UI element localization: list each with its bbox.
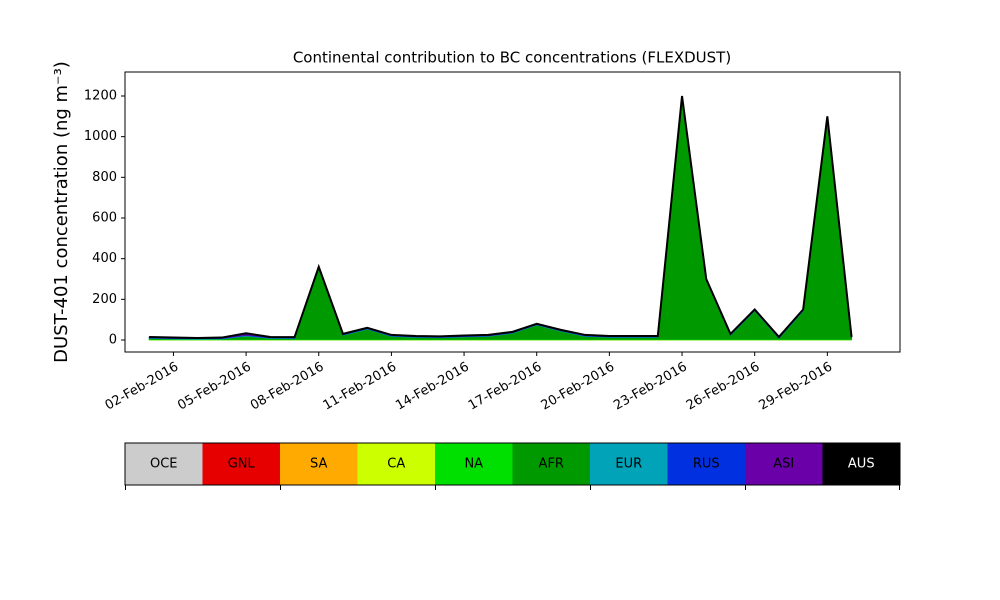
chart-title: Continental contribution to BC concentra… xyxy=(293,49,731,67)
legend-swatch xyxy=(590,443,668,485)
legend-swatch xyxy=(435,443,513,485)
legend-label: OCE xyxy=(150,457,178,472)
legend-swatch xyxy=(202,443,280,485)
legend-swatch xyxy=(512,443,590,485)
legend-swatch xyxy=(357,443,435,485)
legend-label: AFR xyxy=(539,457,564,472)
areas xyxy=(148,95,853,341)
x-tick-label: 08-Feb-2016 xyxy=(248,360,327,414)
y-tick-label: 0 xyxy=(109,333,117,348)
legend: OCE GNL SA CA NA AFR EUR RUS ASI AUS xyxy=(124,442,901,486)
legend-ticks xyxy=(125,485,900,490)
y-tick-label: 400 xyxy=(92,251,117,266)
legend-label: ASI xyxy=(773,457,794,472)
legend-swatch xyxy=(125,443,203,485)
legend-label: CA xyxy=(387,457,405,472)
x-tick-label: 26-Feb-2016 xyxy=(684,360,763,414)
area xyxy=(148,97,852,340)
x-tick-label: 14-Feb-2016 xyxy=(393,360,472,414)
legend-label: RUS xyxy=(693,457,720,472)
legend-label: SA xyxy=(310,457,327,472)
area xyxy=(149,95,853,339)
y-tick-label: 1000 xyxy=(84,129,117,144)
legend-label: GNL xyxy=(228,457,256,472)
y-tick-label: 200 xyxy=(92,292,117,307)
area xyxy=(148,96,852,340)
legend-label: EUR xyxy=(615,457,642,472)
x-tick-label: 11-Feb-2016 xyxy=(321,360,400,414)
legend-label: NA xyxy=(464,457,483,472)
plot-frame xyxy=(124,71,901,353)
area xyxy=(148,95,852,339)
legend-swatch xyxy=(745,443,823,485)
legend-swatch xyxy=(667,443,745,485)
y-tick-label: 800 xyxy=(92,170,117,185)
legend-label: AUS xyxy=(848,457,875,472)
y-tick-label: 600 xyxy=(92,210,117,225)
x-tick-label: 17-Feb-2016 xyxy=(466,360,545,414)
x-tick-label: 23-Feb-2016 xyxy=(611,360,690,414)
x-tick-label: 05-Feb-2016 xyxy=(175,360,254,414)
y-tick-label: 1200 xyxy=(84,88,117,103)
y-axis-label: DUST-401 concentration (ng m⁻³) xyxy=(51,61,72,363)
legend-frame xyxy=(124,442,901,486)
legend-swatch xyxy=(822,443,900,485)
area xyxy=(148,96,852,340)
x-tick-label: 02-Feb-2016 xyxy=(103,360,182,414)
legend-swatch xyxy=(280,443,358,485)
x-tick-label: 20-Feb-2016 xyxy=(539,360,618,414)
x-tick-label: 29-Feb-2016 xyxy=(757,360,836,414)
